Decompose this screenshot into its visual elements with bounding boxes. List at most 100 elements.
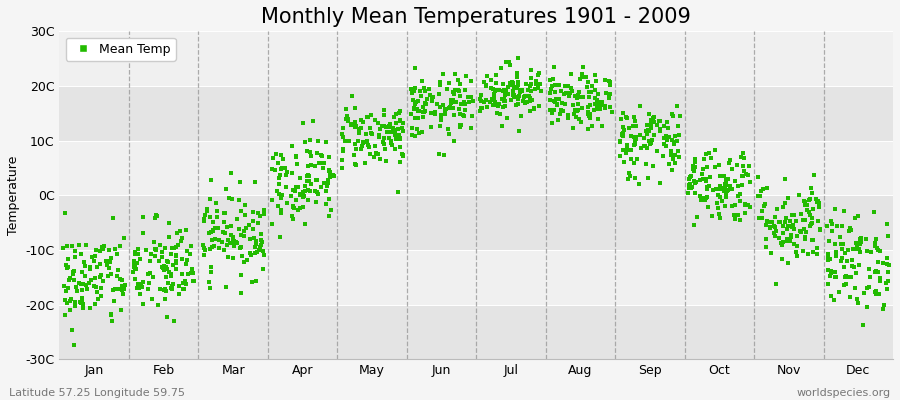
Point (502, 62, 517, 68)
Point (139, 246, 153, 253)
Point (273, 234, 287, 240)
Point (852, 246, 867, 253)
Point (391, 126, 405, 133)
Point (555, 108, 570, 114)
Point (184, 242, 198, 249)
Point (255, 239, 269, 245)
Point (518, 100, 532, 106)
Point (373, 156, 387, 162)
Point (348, 162, 363, 168)
Point (848, 215, 862, 221)
Point (298, 188, 312, 194)
Point (741, 171, 755, 178)
Point (835, 255, 850, 262)
Point (415, 78, 429, 84)
Point (144, 250, 158, 257)
Point (87, 253, 102, 259)
Point (711, 205, 725, 211)
Point (768, 223, 782, 230)
Point (136, 213, 150, 220)
Point (776, 238, 790, 245)
Point (151, 258, 166, 264)
Point (734, 154, 749, 160)
Point (806, 206, 820, 212)
Point (130, 284, 144, 291)
Point (223, 240, 238, 246)
Point (176, 286, 191, 292)
Point (422, 92, 436, 98)
Point (839, 272, 853, 279)
Point (699, 186, 714, 192)
Point (857, 290, 871, 296)
Point (718, 189, 733, 195)
Point (356, 119, 371, 125)
Point (372, 132, 386, 138)
Point (733, 198, 747, 204)
Point (613, 138, 627, 144)
Point (88, 275, 103, 281)
Point (210, 214, 224, 220)
Point (155, 254, 169, 260)
Point (74, 281, 88, 287)
Point (793, 228, 807, 234)
Point (97, 242, 112, 249)
Point (812, 200, 826, 206)
Point (548, 99, 562, 106)
Point (405, 125, 419, 131)
Point (727, 202, 742, 209)
Point (179, 280, 194, 287)
Point (823, 272, 837, 279)
Point (562, 114, 576, 120)
Point (491, 103, 505, 109)
Point (640, 128, 654, 134)
Point (100, 273, 114, 280)
Point (864, 249, 878, 256)
Point (339, 115, 354, 121)
Point (727, 178, 742, 184)
Point (741, 202, 755, 208)
Point (164, 250, 178, 257)
Point (266, 155, 281, 162)
Point (838, 250, 852, 256)
Point (811, 198, 825, 204)
Point (853, 241, 868, 248)
Point (107, 298, 122, 304)
Point (543, 77, 557, 84)
Point (804, 185, 818, 192)
Point (657, 135, 671, 141)
Point (395, 120, 410, 126)
Point (86, 258, 101, 264)
Point (880, 261, 895, 267)
Point (257, 207, 272, 214)
Point (751, 192, 765, 199)
Point (834, 241, 849, 247)
Point (583, 111, 598, 118)
Point (275, 156, 290, 162)
Point (128, 261, 142, 268)
Point (688, 190, 702, 196)
Point (405, 90, 419, 96)
Point (310, 177, 325, 183)
Point (130, 250, 145, 257)
Point (179, 248, 194, 254)
Point (523, 95, 537, 102)
Point (158, 288, 173, 294)
Point (666, 112, 680, 119)
Point (650, 122, 664, 128)
Point (801, 251, 815, 257)
Point (336, 148, 350, 154)
Point (388, 129, 402, 136)
Point (158, 245, 172, 251)
Point (322, 213, 337, 220)
Point (592, 99, 607, 105)
Point (621, 125, 635, 131)
Point (692, 177, 706, 183)
Point (492, 87, 507, 94)
Point (388, 146, 402, 152)
Point (438, 110, 453, 117)
Point (453, 111, 467, 117)
Point (456, 112, 471, 118)
Point (554, 107, 568, 113)
Point (94, 293, 108, 299)
Point (473, 108, 488, 114)
